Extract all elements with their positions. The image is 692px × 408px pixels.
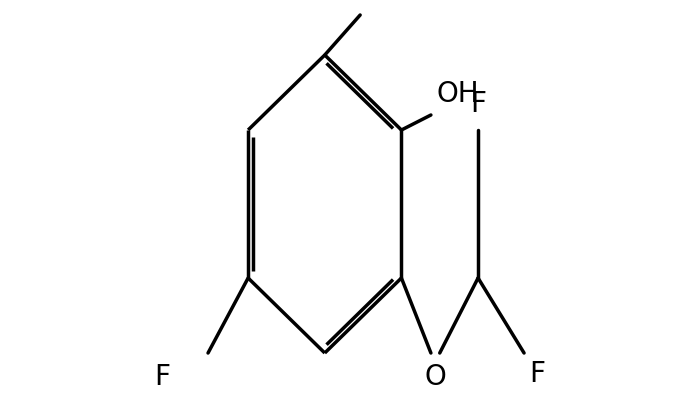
Text: F: F — [470, 90, 486, 118]
Text: OH: OH — [437, 80, 480, 108]
Text: F: F — [154, 363, 170, 391]
Text: F: F — [529, 360, 545, 388]
Text: O: O — [424, 363, 446, 391]
